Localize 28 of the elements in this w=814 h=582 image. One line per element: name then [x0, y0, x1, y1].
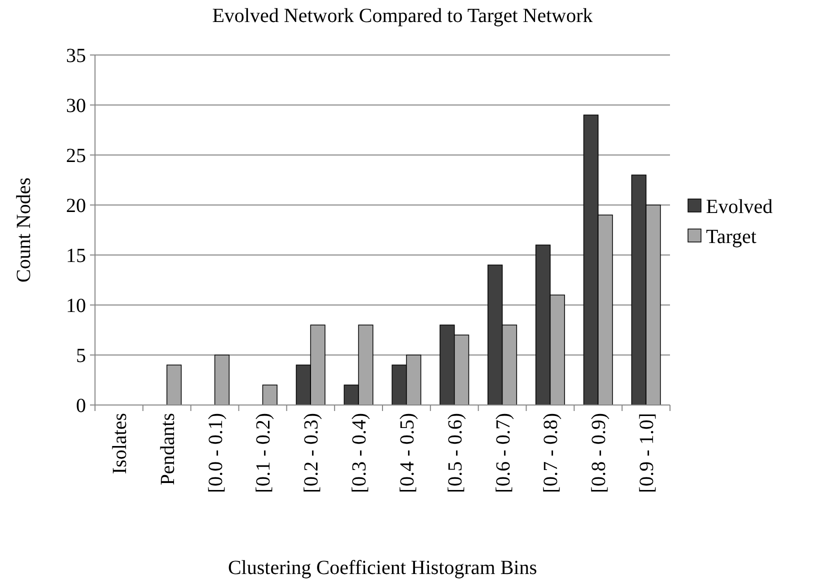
- x-tick-label: Pendants: [156, 412, 179, 486]
- x-tick-label: [0.1 - 0.2): [252, 413, 275, 493]
- legend-label: Target: [706, 226, 757, 248]
- y-tick-label: 10: [66, 295, 86, 317]
- x-tick-label: [0.8 - 0.9): [588, 413, 610, 493]
- x-tick-label: [0.9 - 1.0]: [636, 413, 658, 493]
- x-tick-label: [0.2 - 0.3): [300, 413, 323, 493]
- y-tick-label: 0: [76, 395, 86, 417]
- legend-label: Evolved: [706, 196, 773, 218]
- x-tick-label: [0.0 - 0.1): [204, 413, 227, 493]
- x-tick-label: [0.7 - 0.8): [540, 413, 562, 493]
- bar: [166, 364, 182, 406]
- x-tick-label: [0.6 - 0.7): [492, 413, 514, 493]
- y-tick-label: 35: [66, 45, 86, 67]
- bar: [214, 354, 230, 406]
- y-tick-label: 30: [66, 95, 86, 117]
- y-axis-title: Count Nodes: [13, 177, 35, 282]
- x-tick-label: [0.5 - 0.6): [444, 413, 466, 493]
- chart-title: Evolved Network Compared to Target Network: [212, 5, 593, 27]
- y-tick-label: 5: [76, 345, 86, 367]
- x-tick-label: Isolates: [108, 412, 131, 474]
- y-tick-label: 20: [66, 195, 86, 217]
- x-axis-title: Clustering Coefficient Histogram Bins: [228, 557, 538, 579]
- bar: [262, 384, 278, 406]
- y-tick-label: 25: [66, 145, 86, 167]
- x-tick-label: [0.4 - 0.5): [396, 413, 418, 493]
- y-tick-label: 15: [66, 245, 86, 267]
- x-tick-label: [0.3 - 0.4): [348, 413, 371, 493]
